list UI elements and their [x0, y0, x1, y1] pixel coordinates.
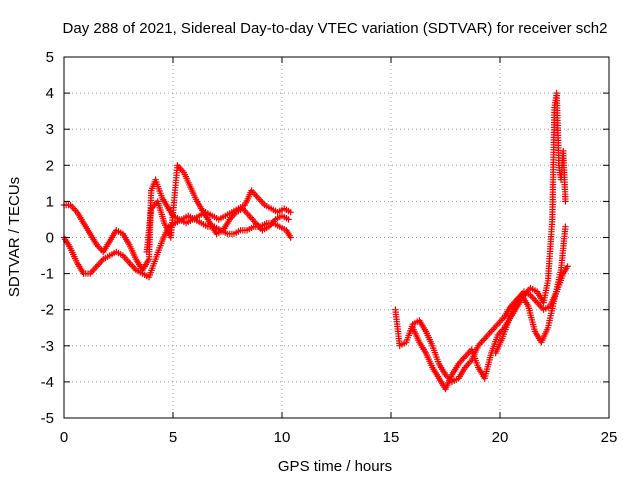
y-tick-label: 3: [46, 121, 54, 138]
grid: [64, 57, 609, 418]
series-segment-f: [492, 223, 569, 357]
axis-ticks: 0 5 10 15 20 25 -5 -4 -3 -2 -1 0 1 2 3 4 5: [41, 49, 618, 446]
y-tick-label: 0: [46, 230, 54, 247]
data-series: [60, 89, 571, 393]
y-tick-label: -4: [41, 374, 54, 391]
y-tick-label: 2: [46, 157, 54, 174]
y-tick-label: 1: [46, 193, 54, 210]
y-tick-label: -2: [41, 302, 54, 319]
data-point: [285, 216, 292, 223]
chart-title: Day 288 of 2021, Sidereal Day-to-day VTE…: [63, 20, 608, 37]
data-point: [564, 263, 571, 270]
x-tick-label: 10: [274, 429, 291, 446]
x-tick-label: 5: [169, 429, 177, 446]
series-segment-a: [60, 212, 294, 281]
y-tick-label: -1: [41, 266, 54, 283]
x-tick-label: 25: [601, 429, 618, 446]
series-segment-c: [143, 162, 292, 256]
x-tick-label: 0: [60, 429, 68, 446]
data-point: [562, 223, 569, 230]
x-tick-label: 20: [492, 429, 509, 446]
y-tick-label: -3: [41, 338, 54, 355]
x-axis-label: GPS time / hours: [278, 458, 392, 475]
data-point: [287, 234, 294, 241]
data-point: [562, 198, 569, 205]
y-tick-label: 5: [46, 49, 54, 66]
y-tick-label: -5: [41, 410, 54, 427]
data-point: [287, 209, 294, 216]
x-tick-label: 15: [383, 429, 400, 446]
y-axis-label: SDTVAR / TECUs: [6, 177, 23, 297]
y-tick-label: 4: [46, 85, 54, 102]
